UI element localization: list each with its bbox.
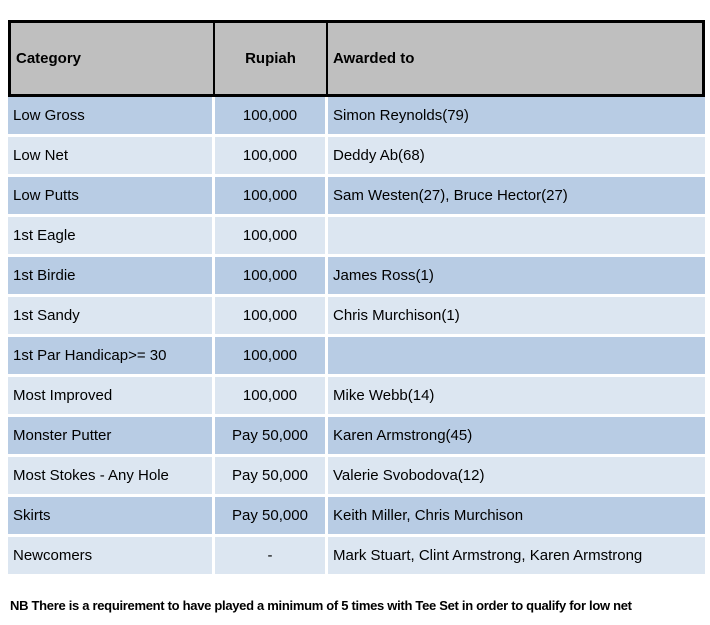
- awarded-cell: Simon Reynolds(79): [328, 97, 705, 137]
- awarded-cell: Karen Armstrong(45): [328, 417, 705, 457]
- awarded-cell: [328, 217, 705, 257]
- rupiah-cell: 100,000: [215, 377, 328, 417]
- awarded-cell: Valerie Svobodova(12): [328, 457, 705, 497]
- rupiah-cell: 100,000: [215, 257, 328, 297]
- category-cell: 1st Sandy: [8, 297, 215, 337]
- category-cell: Low Gross: [8, 97, 215, 137]
- table-row: 1st Eagle 100,000: [8, 217, 705, 257]
- awarded-cell: Chris Murchison(1): [328, 297, 705, 337]
- rupiah-cell: -: [215, 537, 328, 577]
- rupiah-cell: 100,000: [215, 177, 328, 217]
- category-cell: Skirts: [8, 497, 215, 537]
- table-row: Low Gross 100,000 Simon Reynolds(79): [8, 97, 705, 137]
- awarded-cell: [328, 337, 705, 377]
- table-row: Skirts Pay 50,000 Keith Miller, Chris Mu…: [8, 497, 705, 537]
- category-cell: 1st Birdie: [8, 257, 215, 297]
- awarded-cell: Keith Miller, Chris Murchison: [328, 497, 705, 537]
- rupiah-cell: 100,000: [215, 297, 328, 337]
- category-cell: 1st Par Handicap>= 30: [8, 337, 215, 377]
- awarded-cell: Mark Stuart, Clint Armstrong, Karen Arms…: [328, 537, 705, 577]
- table-row: Monster Putter Pay 50,000 Karen Armstron…: [8, 417, 705, 457]
- category-cell: Monster Putter: [8, 417, 215, 457]
- rupiah-cell: Pay 50,000: [215, 457, 328, 497]
- header-category: Category: [8, 20, 215, 97]
- table-row: 1st Sandy 100,000 Chris Murchison(1): [8, 297, 705, 337]
- table-row: 1st Birdie 100,000 James Ross(1): [8, 257, 705, 297]
- category-cell: 1st Eagle: [8, 217, 215, 257]
- rupiah-cell: 100,000: [215, 137, 328, 177]
- header-rupiah: Rupiah: [215, 20, 328, 97]
- rupiah-cell: Pay 50,000: [215, 497, 328, 537]
- table-row: Newcomers - Mark Stuart, Clint Armstrong…: [8, 537, 705, 577]
- category-cell: Newcomers: [8, 537, 215, 577]
- table-row: 1st Par Handicap>= 30 100,000: [8, 337, 705, 377]
- awarded-cell: James Ross(1): [328, 257, 705, 297]
- category-cell: Most Improved: [8, 377, 215, 417]
- footnote: NB There is a requirement to have played…: [10, 598, 632, 613]
- awarded-cell: Deddy Ab(68): [328, 137, 705, 177]
- table-row: Low Putts 100,000 Sam Westen(27), Bruce …: [8, 177, 705, 217]
- awarded-cell: Mike Webb(14): [328, 377, 705, 417]
- category-cell: Most Stokes - Any Hole: [8, 457, 215, 497]
- rupiah-cell: 100,000: [215, 217, 328, 257]
- rupiah-cell: 100,000: [215, 337, 328, 377]
- rupiah-cell: Pay 50,000: [215, 417, 328, 457]
- table-row: Most Stokes - Any Hole Pay 50,000 Valeri…: [8, 457, 705, 497]
- prize-table: Category Rupiah Awarded to Low Gross 100…: [8, 20, 705, 577]
- table-row: Low Net 100,000 Deddy Ab(68): [8, 137, 705, 177]
- rupiah-cell: 100,000: [215, 97, 328, 137]
- awarded-cell: Sam Westen(27), Bruce Hector(27): [328, 177, 705, 217]
- table-row: Most Improved 100,000 Mike Webb(14): [8, 377, 705, 417]
- category-cell: Low Putts: [8, 177, 215, 217]
- category-cell: Low Net: [8, 137, 215, 177]
- table-header-row: Category Rupiah Awarded to: [8, 20, 705, 97]
- header-awarded-to: Awarded to: [328, 20, 705, 97]
